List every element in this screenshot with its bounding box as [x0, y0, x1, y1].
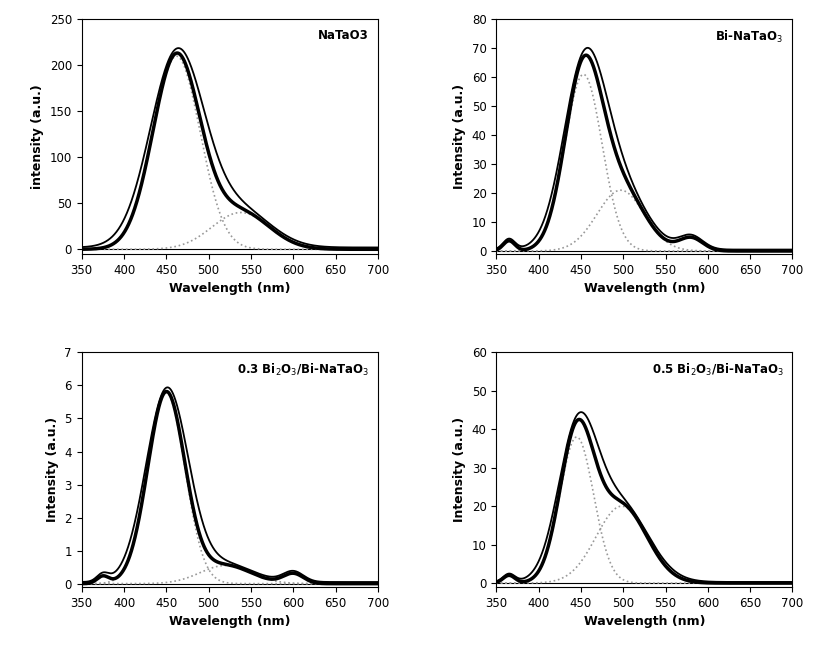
X-axis label: Wavelength (nm): Wavelength (nm)	[169, 615, 291, 628]
X-axis label: Wavelength (nm): Wavelength (nm)	[583, 615, 705, 628]
Y-axis label: intensity (a.u.): intensity (a.u.)	[31, 84, 44, 189]
Text: Bi-NaTaO$_3$: Bi-NaTaO$_3$	[716, 29, 784, 45]
Y-axis label: Intensity (a.u.): Intensity (a.u.)	[453, 417, 467, 522]
Y-axis label: Intensity (a.u.): Intensity (a.u.)	[46, 417, 59, 522]
Text: NaTaO3: NaTaO3	[319, 29, 369, 42]
Y-axis label: Intensity (a.u.): Intensity (a.u.)	[453, 84, 467, 189]
X-axis label: Wavelength (nm): Wavelength (nm)	[169, 282, 291, 295]
X-axis label: Wavelength (nm): Wavelength (nm)	[583, 282, 705, 295]
Text: 0.3 Bi$_2$O$_3$/Bi-NaTaO$_3$: 0.3 Bi$_2$O$_3$/Bi-NaTaO$_3$	[237, 362, 369, 378]
Text: 0.5 Bi$_2$O$_3$/Bi-NaTaO$_3$: 0.5 Bi$_2$O$_3$/Bi-NaTaO$_3$	[652, 362, 784, 378]
